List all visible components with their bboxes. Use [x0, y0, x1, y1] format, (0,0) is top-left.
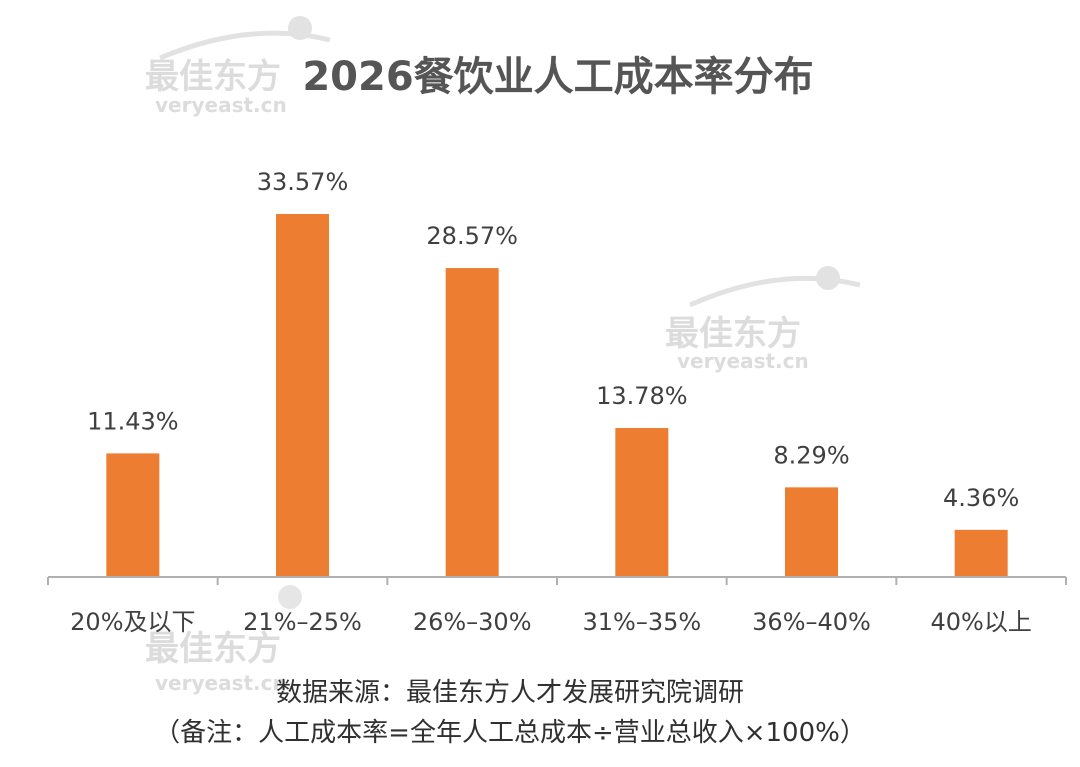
watermark-bottom-left: 最佳东方 veryeast.cn — [145, 585, 302, 695]
bar-1 — [106, 453, 160, 577]
note-text: （备注：人工成本率=全年人工总成本÷营业总收入×100%） — [154, 718, 866, 748]
value-label-2: 33.57% — [257, 168, 349, 196]
watermark-top-left: 最佳东方 veryeast.cn — [145, 16, 331, 117]
watermark-en: veryeast.cn — [155, 93, 287, 117]
bar-2 — [276, 214, 329, 577]
chart-title: 2026餐饮业人工成本率分布 — [302, 54, 813, 100]
category-label-2: 21%–25% — [243, 608, 362, 636]
watermark-cn: 最佳东方 — [145, 629, 281, 669]
watermark-dot — [278, 585, 302, 609]
category-label-3: 26%–30% — [413, 608, 532, 636]
watermark-en: veryeast.cn — [677, 349, 809, 373]
bar-5 — [785, 487, 838, 577]
source-text: 数据来源：最佳东方人才发展研究院调研 — [276, 678, 744, 708]
watermark-dot — [288, 16, 312, 40]
watermark-en: veryeast.cn — [155, 671, 287, 695]
value-label-4: 13.78% — [596, 382, 688, 410]
bars-group: 11.43% 20%及以下 33.57% 21%–25% 28.57% 26%–30% 13… — [47, 168, 1067, 636]
value-label-3: 28.57% — [426, 222, 518, 250]
value-label-6: 4.36% — [943, 484, 1019, 512]
category-label-6: 40%以上 — [930, 608, 1031, 636]
category-label-1: 20%及以下 — [70, 608, 195, 636]
watermark-middle-right: 最佳东方 veryeast.cn — [665, 266, 861, 373]
category-label-5: 36%–40% — [752, 608, 871, 636]
value-label-5: 8.29% — [773, 441, 849, 469]
value-label-1: 11.43% — [87, 407, 179, 435]
watermark-dot — [816, 266, 840, 290]
watermark-cn: 最佳东方 — [145, 57, 281, 97]
category-label-4: 31%–35% — [582, 608, 701, 636]
bar-4 — [615, 427, 669, 577]
watermark-cn: 最佳东方 — [665, 314, 801, 354]
bar-3 — [445, 268, 499, 577]
watermark-swoosh — [159, 30, 331, 61]
bar-6 — [954, 529, 1008, 577]
watermark-swoosh — [688, 275, 861, 308]
